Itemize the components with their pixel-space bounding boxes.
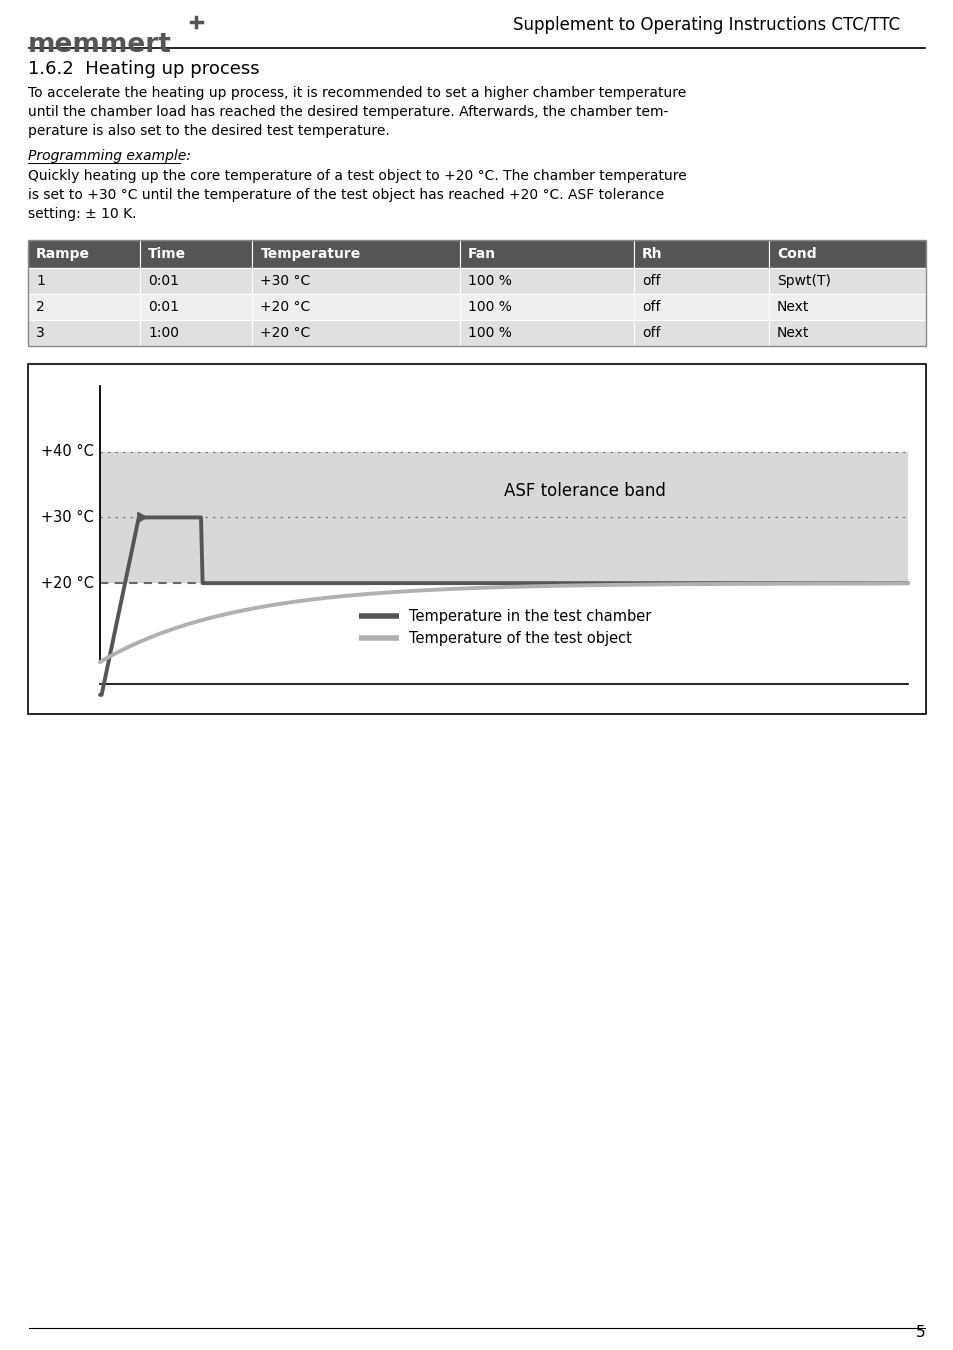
Bar [28, 364, 925, 714]
Text: 100 %: 100 % [468, 274, 512, 288]
Bar [28, 240, 140, 269]
Bar [253, 294, 459, 320]
Bar [634, 269, 768, 294]
Bar [140, 269, 253, 294]
Bar [459, 294, 634, 320]
Bar [100, 452, 907, 583]
Bar [28, 269, 140, 294]
Text: Quickly heating up the core temperature of a test object to +20 °C. The chamber : Quickly heating up the core temperature … [28, 169, 686, 184]
Bar [253, 320, 459, 346]
Text: 100 %: 100 % [468, 325, 512, 340]
Text: Rh: Rh [641, 247, 662, 261]
Text: +20 °C: +20 °C [260, 325, 311, 340]
Text: Next: Next [776, 300, 808, 315]
Text: memmert: memmert [28, 32, 172, 58]
Text: 100 %: 100 % [468, 300, 512, 315]
Text: 0:01: 0:01 [148, 274, 179, 288]
Text: 3: 3 [36, 325, 45, 340]
Text: +30 °C: +30 °C [41, 510, 94, 525]
Text: Temperature in the test chamber: Temperature in the test chamber [408, 609, 650, 624]
Bar [459, 269, 634, 294]
Text: +30 °C: +30 °C [260, 274, 311, 288]
Bar [634, 320, 768, 346]
Text: off: off [641, 325, 660, 340]
Text: 2: 2 [36, 300, 45, 315]
Bar [459, 320, 634, 346]
Bar [28, 240, 925, 346]
Bar [768, 320, 925, 346]
Text: Rampe: Rampe [36, 247, 90, 261]
Text: ASF tolerance band: ASF tolerance band [503, 482, 665, 500]
Text: 1:00: 1:00 [148, 325, 179, 340]
Text: +20 °C: +20 °C [41, 575, 94, 591]
Text: +40 °C: +40 °C [41, 444, 94, 459]
Text: Cond: Cond [776, 247, 816, 261]
Bar [768, 269, 925, 294]
Bar [28, 320, 140, 346]
Bar [634, 294, 768, 320]
Text: To accelerate the heating up process, it is recommended to set a higher chamber : To accelerate the heating up process, it… [28, 86, 685, 100]
Bar [459, 240, 634, 269]
Bar [140, 240, 253, 269]
Text: until the chamber load has reached the desired temperature. Afterwards, the cham: until the chamber load has reached the d… [28, 105, 668, 119]
Text: Spwt(T): Spwt(T) [776, 274, 830, 288]
Polygon shape [137, 513, 147, 522]
Text: Time: Time [148, 247, 186, 261]
Text: +20 °C: +20 °C [260, 300, 311, 315]
Bar [140, 294, 253, 320]
Text: Supplement to Operating Instructions CTC/TTC: Supplement to Operating Instructions CTC… [513, 16, 899, 34]
Text: Temperature: Temperature [260, 247, 360, 261]
Bar [253, 269, 459, 294]
Text: off: off [641, 300, 660, 315]
Bar [634, 240, 768, 269]
Text: off: off [641, 274, 660, 288]
Bar [768, 240, 925, 269]
Bar [28, 294, 140, 320]
Text: is set to +30 °C until the temperature of the test object has reached +20 °C. AS: is set to +30 °C until the temperature o… [28, 188, 663, 202]
Text: 5: 5 [916, 1324, 925, 1341]
Bar [253, 240, 459, 269]
Text: perature is also set to the desired test temperature.: perature is also set to the desired test… [28, 124, 390, 138]
Text: Next: Next [776, 325, 808, 340]
Text: 0:01: 0:01 [148, 300, 179, 315]
Text: setting: ± 10 K.: setting: ± 10 K. [28, 207, 136, 221]
Bar [768, 294, 925, 320]
Text: Programming example:: Programming example: [28, 148, 191, 163]
Text: Temperature of the test object: Temperature of the test object [408, 630, 631, 645]
Text: 1: 1 [36, 274, 45, 288]
Bar [140, 320, 253, 346]
Text: Fan: Fan [468, 247, 496, 261]
Text: 1.6.2  Heating up process: 1.6.2 Heating up process [28, 59, 259, 78]
